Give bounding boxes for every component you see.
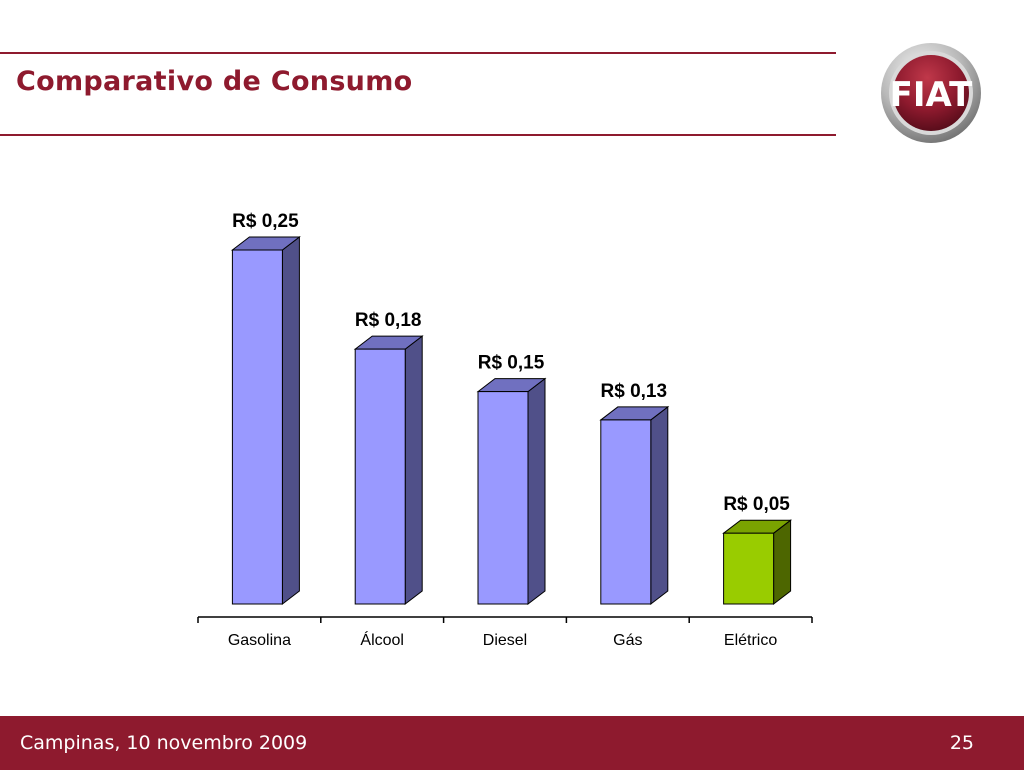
footer-bar: Campinas, 10 novembro 2009 25: [0, 716, 1024, 770]
fiat-logo-text: FIAT: [890, 75, 974, 115]
header-rule-bottom: [0, 134, 836, 136]
bar: [231, 249, 283, 605]
bar-side: [404, 335, 423, 606]
bar-side: [527, 377, 546, 606]
page-number: 25: [949, 732, 974, 754]
data-label: R$ 0,18: [355, 310, 422, 331]
x-tick-label: Gás: [613, 632, 642, 649]
bar-side: [281, 235, 300, 606]
data-label: R$ 0,25: [232, 211, 299, 232]
data-label: R$ 0,05: [723, 494, 790, 515]
x-tick-label: Álcool: [360, 630, 404, 649]
data-label: R$ 0,13: [601, 381, 668, 402]
bar: [477, 391, 529, 605]
bar-side: [773, 519, 792, 606]
footer-location-date: Campinas, 10 novembro 2009: [20, 732, 308, 754]
consumption-bar-chart: R$ 0,25 Gasolina R$ 0,18 Álcool R$ 0,15 Diese…: [197, 211, 813, 649]
bar: [723, 532, 775, 605]
x-tick-label: Diesel: [483, 632, 527, 649]
page-title: Comparativo de Consumo: [16, 66, 413, 97]
data-label: R$ 0,15: [478, 353, 545, 374]
bar: [600, 419, 652, 605]
header-rule-top: [0, 52, 836, 54]
bar-side: [650, 405, 669, 606]
x-tick-label: Elétrico: [724, 632, 777, 649]
bar: [354, 348, 406, 605]
x-tick-label: Gasolina: [228, 632, 291, 649]
fiat-logo: FIAT: [881, 43, 981, 143]
